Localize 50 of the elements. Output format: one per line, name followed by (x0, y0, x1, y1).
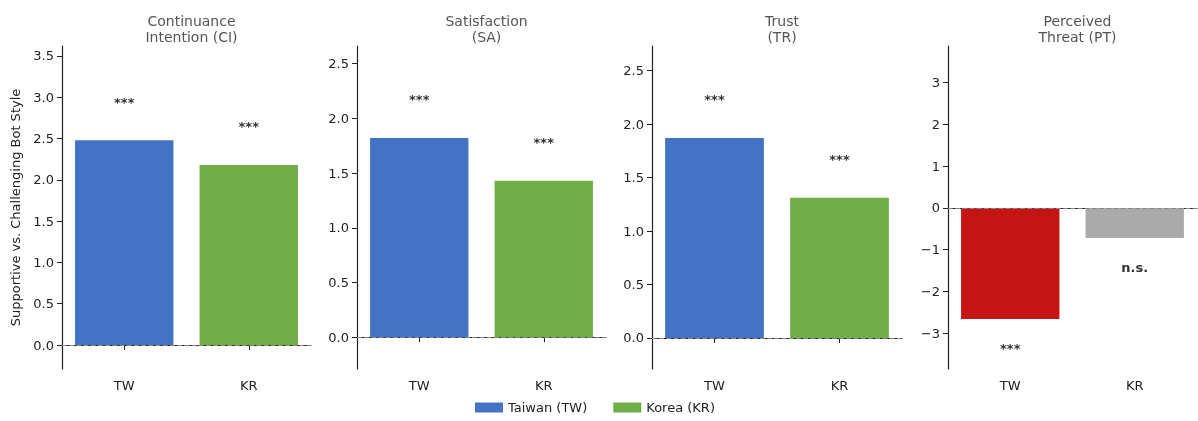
y-tick-label: 3.5 (33, 48, 54, 64)
chart-title: Continuance Intention (CI) (145, 13, 238, 45)
chart-title: Perceived Threat (PT) (1037, 13, 1117, 45)
y-axis-title: Supportive vs. Challenging Bot Style (8, 88, 23, 327)
y-tick-label: 0.5 (33, 296, 54, 312)
y-tick-label: 1.0 (328, 220, 349, 236)
x-tick-label: TW (112, 378, 135, 393)
x-tick-label: KR (239, 378, 258, 393)
legend-label: Taiwan (TW) (507, 400, 588, 415)
x-tick-label: KR (830, 378, 849, 393)
annotation: *** (1000, 341, 1021, 357)
y-tick-label: 2.0 (33, 172, 54, 188)
y-tick-label: 0.5 (328, 275, 349, 290)
y-tick-label: 0.5 (623, 277, 644, 293)
chart-title: Satisfaction (SA) (445, 13, 528, 45)
y-tick-label: 2.0 (328, 110, 349, 126)
y-tick-label: 0.0 (623, 330, 644, 346)
y-tick-label: −3 (920, 325, 940, 341)
y-tick-label: 0.0 (328, 329, 349, 345)
y-tick-label: −1 (920, 242, 940, 258)
y-tick-label: 1.5 (33, 213, 54, 229)
annotation: *** (114, 94, 135, 110)
y-tick-label: 2.5 (623, 63, 644, 79)
y-tick-label: −2 (920, 283, 940, 299)
y-tick-label: 1.0 (33, 254, 54, 270)
y-tick-label: 1.0 (623, 223, 644, 239)
y-tick-label: 1 (931, 158, 940, 174)
annotation: *** (533, 135, 555, 151)
y-tick-label: 3 (931, 75, 940, 91)
y-tick-label: 3.0 (33, 89, 54, 105)
annotation: n.s. (1121, 260, 1149, 276)
y-tick-label: 2.5 (328, 56, 349, 72)
x-tick-label: KR (1125, 378, 1144, 393)
annotation: *** (829, 152, 850, 168)
y-tick-label: 1.5 (328, 165, 349, 181)
annotation: *** (409, 92, 430, 108)
y-tick-label: 2.0 (623, 116, 644, 132)
chart-title: Trust (TR) (764, 13, 800, 45)
x-tick-label: KR (534, 378, 553, 393)
y-tick-label: 2 (931, 116, 940, 132)
y-tick-label: 1.5 (623, 170, 644, 186)
x-tick-label: TW (407, 378, 430, 393)
legend-label: Korea (KR) (646, 400, 715, 415)
x-tick-label: TW (998, 378, 1021, 393)
annotation: *** (704, 92, 725, 108)
x-tick-label: TW (703, 378, 726, 393)
y-tick-label: 0.0 (33, 337, 54, 353)
annotation: *** (238, 119, 260, 135)
y-tick-label: 2.5 (33, 131, 54, 147)
y-tick-label: 0 (931, 200, 940, 216)
